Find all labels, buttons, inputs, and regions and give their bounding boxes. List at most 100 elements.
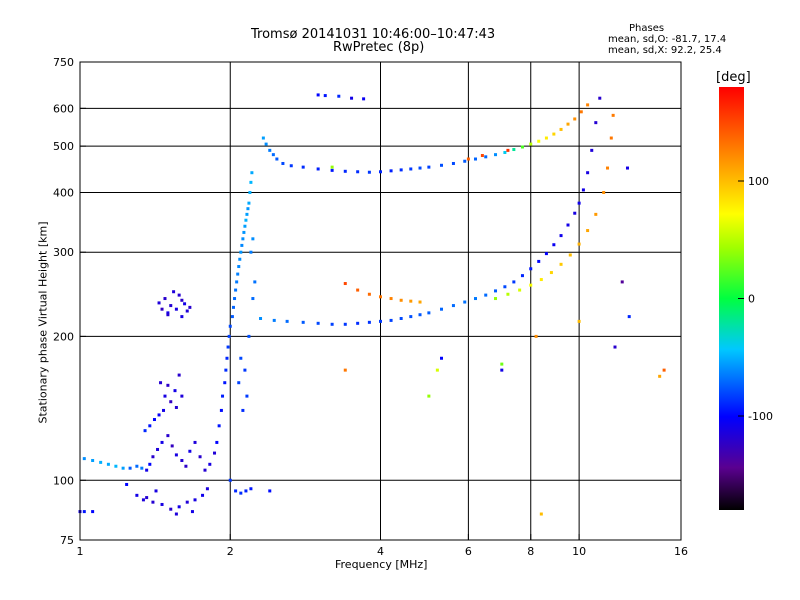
- echo-point: [201, 493, 205, 497]
- echo-point: [245, 212, 249, 216]
- echo-point: [226, 345, 230, 349]
- echo-point: [484, 155, 488, 159]
- echo-point: [330, 322, 334, 326]
- y-tick-label: 300: [53, 246, 74, 259]
- echo-point: [82, 457, 86, 461]
- echo-point: [238, 257, 242, 261]
- echo-point: [473, 297, 477, 301]
- echo-point: [559, 262, 563, 266]
- echo-point: [174, 307, 178, 311]
- echo-point: [251, 297, 255, 301]
- echo-point: [379, 170, 382, 174]
- echo-point: [379, 319, 382, 323]
- echo-point: [125, 482, 129, 486]
- echo-point: [184, 464, 188, 468]
- echo-point: [230, 315, 234, 319]
- y-tick-label: 750: [53, 56, 74, 69]
- echo-point: [82, 510, 86, 514]
- y-tick-label: 600: [53, 102, 74, 115]
- echo-point: [224, 368, 228, 372]
- echo-point: [143, 429, 147, 433]
- x-tick-label: 2: [227, 545, 234, 558]
- chart-title: Tromsø 20141031 10:46:00–10:47:43: [251, 27, 496, 42]
- echo-point: [244, 489, 248, 493]
- echo-point: [219, 408, 223, 412]
- echo-point: [235, 280, 239, 284]
- echo-point: [152, 418, 156, 422]
- echo-point: [245, 394, 249, 398]
- chart-subtitle: RwPretec (8p): [333, 40, 425, 55]
- echo-point: [215, 440, 219, 444]
- echo-point: [91, 458, 95, 462]
- echo-point: [512, 148, 516, 152]
- echo-point: [268, 148, 272, 152]
- echo-point: [275, 157, 279, 161]
- echo-point: [246, 207, 250, 211]
- echo-point: [440, 163, 444, 167]
- echo-point: [529, 267, 533, 271]
- phase-stats-o: mean, sd,O: -81.7, 17.4: [608, 34, 727, 45]
- echo-point: [264, 142, 268, 146]
- echo-point: [337, 94, 341, 98]
- echo-point: [389, 318, 393, 322]
- echo-point: [435, 368, 439, 372]
- echo-point: [289, 164, 293, 168]
- echo-point: [241, 237, 245, 241]
- echo-point: [237, 381, 241, 385]
- echo-point: [577, 242, 581, 246]
- echo-point: [537, 259, 541, 263]
- colorbar-tick-label: 100: [748, 175, 769, 188]
- echo-point: [185, 500, 189, 504]
- echo-point: [658, 374, 662, 378]
- echo-point: [379, 295, 382, 299]
- echo-point: [389, 297, 393, 301]
- echo-point: [409, 315, 413, 319]
- echo-point: [399, 316, 403, 320]
- echo-point: [99, 460, 103, 464]
- echo-point: [173, 389, 177, 393]
- echo-point: [157, 301, 161, 305]
- echo-point: [440, 356, 444, 360]
- echo-point: [662, 368, 666, 372]
- echo-point: [573, 211, 577, 215]
- echo-point: [241, 408, 245, 412]
- echo-point: [169, 400, 173, 404]
- echo-point: [594, 121, 598, 125]
- echo-point: [174, 512, 178, 516]
- echo-point: [484, 293, 488, 297]
- echo-point: [586, 103, 590, 107]
- echo-point: [494, 289, 498, 293]
- echo-point: [268, 489, 272, 493]
- echo-point: [529, 283, 533, 287]
- echo-point: [534, 334, 538, 338]
- echo-point: [409, 167, 413, 171]
- echo-point: [418, 313, 422, 317]
- echo-point: [301, 320, 305, 324]
- echo-point: [566, 122, 570, 126]
- echo-point: [221, 394, 225, 398]
- echo-point: [160, 307, 164, 311]
- echo-point: [316, 321, 320, 325]
- echo-point: [177, 293, 181, 297]
- x-tick-label: 8: [527, 545, 534, 558]
- echo-point: [243, 368, 247, 372]
- echo-point: [180, 298, 184, 302]
- echo-point: [323, 94, 327, 98]
- echo-point: [223, 381, 227, 385]
- echo-point: [356, 321, 360, 325]
- echo-point: [121, 466, 125, 470]
- echo-point: [343, 368, 347, 372]
- echo-point: [249, 250, 253, 254]
- echo-point: [613, 345, 617, 349]
- echo-point: [166, 383, 170, 387]
- phase-stats-header: Phases: [629, 23, 665, 34]
- echo-point: [141, 498, 145, 502]
- echo-point: [145, 496, 149, 500]
- echo-point: [159, 381, 163, 385]
- echo-point: [151, 455, 155, 459]
- echo-point: [225, 356, 229, 360]
- echo-point: [248, 190, 252, 194]
- echo-point: [529, 142, 533, 146]
- echo-point: [367, 320, 371, 324]
- echo-point: [170, 444, 174, 448]
